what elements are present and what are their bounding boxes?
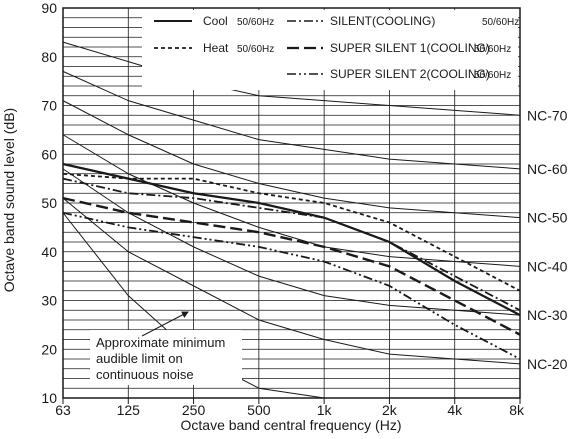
nc-curve xyxy=(62,41,521,116)
x-tick-label: 8k xyxy=(509,402,525,418)
legend-label-cool: Cool xyxy=(203,14,228,28)
series-line xyxy=(62,172,521,292)
annotation-arrow xyxy=(141,311,189,337)
nc-curve xyxy=(62,134,521,267)
x-tick-label: 500 xyxy=(247,402,271,418)
x-tick-label: 63 xyxy=(55,402,71,418)
nc-label-bg xyxy=(523,158,577,177)
y-tick-label: 20 xyxy=(41,341,57,357)
nc-label: NC-40 xyxy=(527,258,568,274)
series-line xyxy=(62,196,521,336)
nc-label: NC-30 xyxy=(527,307,568,323)
nc-label: NC-50 xyxy=(527,210,568,226)
legend-label-heat: Heat xyxy=(203,41,229,55)
y-tick-label: 60 xyxy=(41,146,57,162)
nc-label-bg xyxy=(523,207,577,226)
nc-curve xyxy=(62,168,521,316)
x-tick-label: 1k xyxy=(317,402,333,418)
legend: Cool 50/60Hz SILENT(COOLING) 50/60Hz Hea… xyxy=(142,10,519,90)
plot-frame xyxy=(62,7,521,399)
nc-label: NC-70 xyxy=(527,107,568,123)
annotation-line-3: continuous noise xyxy=(96,367,194,382)
legend-label-silent: SILENT(COOLING) xyxy=(330,14,435,28)
legend-freq-super-silent-1: 50/60Hz xyxy=(474,44,511,55)
x-tick-label: 125 xyxy=(117,402,141,418)
x-tick-label: 250 xyxy=(182,402,206,418)
series-line xyxy=(62,162,521,317)
y-tick-label: 90 xyxy=(41,0,57,16)
y-tick-label: 80 xyxy=(41,49,57,65)
annotation-line-1: Approximate minimum xyxy=(96,335,225,350)
series-line xyxy=(62,177,521,312)
nc-label-bg xyxy=(523,305,577,324)
nc-label-bg xyxy=(523,353,577,372)
y-tick-label: 40 xyxy=(41,244,57,260)
legend-freq-super-silent-2: 50/60Hz xyxy=(474,70,511,81)
x-tick-label: 4k xyxy=(447,402,463,418)
y-axis-label: Octave band sound level (dB) xyxy=(1,108,17,292)
nc-label-bg xyxy=(523,256,577,275)
nc-labels: NC-70 NC-60 NC-50 NC-40 NC-30 NC-20 xyxy=(523,105,577,372)
x-axis-label: Octave band central frequency (Hz) xyxy=(181,417,402,433)
nc-curve xyxy=(62,70,521,170)
legend-freq-cool: 50/60Hz xyxy=(237,17,274,28)
nc-label-bg xyxy=(523,105,577,124)
y-tick-label: 70 xyxy=(41,98,57,114)
y-tick-label: 10 xyxy=(41,390,57,406)
x-tick-label: 2k xyxy=(382,402,398,418)
y-tick-labels: 10 20 30 40 50 60 70 80 90 xyxy=(41,0,57,406)
data-series xyxy=(62,162,521,360)
annotation-line-2: audible limit on xyxy=(96,351,183,366)
nc-label: NC-20 xyxy=(527,356,568,372)
nc-curve xyxy=(62,100,521,219)
legend-freq-heat: 50/60Hz xyxy=(237,44,274,55)
nc-curve xyxy=(62,197,521,365)
nc-label: NC-60 xyxy=(527,161,568,177)
series-line xyxy=(62,211,521,360)
y-tick-label: 50 xyxy=(41,195,57,211)
x-tick-labels: 63 125 250 500 1k 2k 4k 8k xyxy=(55,402,525,418)
legend-label-super-silent-1: SUPER SILENT 1(COOLING) xyxy=(330,41,490,55)
legend-freq-silent: 50/60Hz xyxy=(482,17,519,28)
y-tick-label: 30 xyxy=(41,293,57,309)
legend-label-super-silent-2: SUPER SILENT 2(COOLING) xyxy=(330,67,490,81)
annotation-box xyxy=(90,330,242,385)
legend-box xyxy=(142,10,518,90)
audible-limit-annotation: Approximate minimum audible limit on con… xyxy=(90,311,242,385)
